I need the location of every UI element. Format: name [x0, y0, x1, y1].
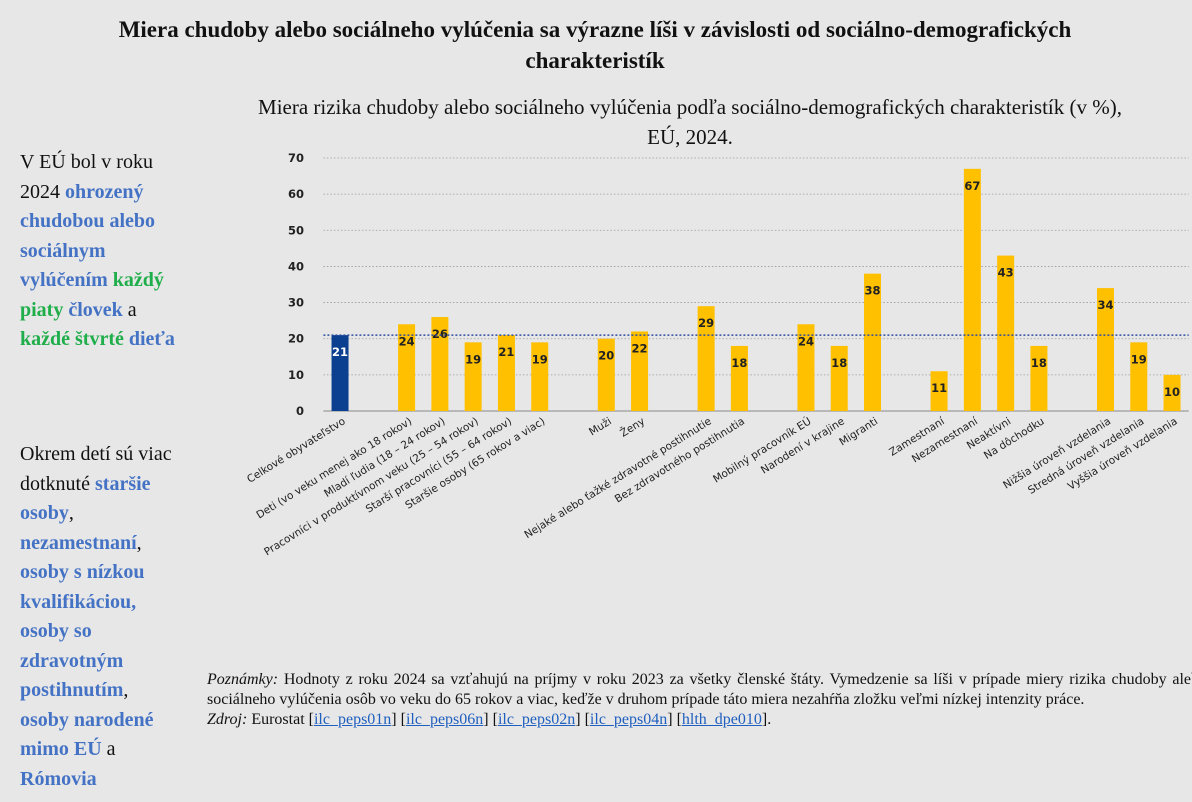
bracket: [ilc_peps04n]: [584, 711, 673, 728]
bar: [730, 345, 748, 411]
bar: [997, 255, 1015, 411]
bar: [697, 306, 715, 411]
text: osoby narodené mimo EÚ: [20, 708, 154, 761]
source-link[interactable]: ilc_peps02n: [497, 711, 576, 728]
bar: [631, 331, 649, 411]
bar: [331, 335, 349, 411]
source-line: Zdroj: Eurostat [ilc_peps01n] [ilc_peps0…: [207, 710, 1192, 730]
y-tick-label: 60: [288, 187, 304, 201]
text: ,: [136, 531, 142, 554]
y-tick-label: 30: [288, 296, 304, 310]
bracket: [hlth_dpe010]: [676, 711, 768, 728]
data-label: 29: [698, 316, 714, 330]
text: Okrem detí sú viac dotknuté: [20, 443, 172, 495]
data-label: 10: [1164, 385, 1180, 399]
text: ,: [123, 679, 129, 701]
bar: [597, 338, 615, 411]
note-line: Poznámky: Hodnoty z roku 2024 sa vzťahuj…: [207, 670, 1192, 710]
sidebar-paragraph: Okrem detí sú viac dotknuté staršie osob…: [20, 440, 180, 794]
bar: [497, 335, 515, 411]
data-label: 18: [731, 356, 747, 370]
source-link[interactable]: hlth_dpe010: [681, 711, 762, 728]
bar: [531, 342, 549, 411]
y-tick-label: 0: [296, 404, 304, 418]
text: osoby s nízkou kvalifikáciou,: [20, 561, 145, 613]
text: nezamestnaní: [20, 531, 137, 554]
source-text: Eurostat: [247, 711, 309, 728]
bar: [1130, 342, 1148, 411]
text: každé: [20, 328, 70, 350]
bar: [797, 324, 815, 411]
bar: [1163, 374, 1181, 411]
data-label: 18: [831, 356, 847, 370]
y-tick-label: 40: [288, 259, 304, 273]
text: a: [101, 738, 116, 760]
bar: [1096, 288, 1114, 411]
text: ohrozený chudobou alebo sociálnym vylúče…: [20, 180, 156, 292]
data-label: 43: [998, 266, 1014, 280]
bar: [963, 168, 981, 411]
page-title: Miera chudoby alebo sociálneho vylúčenia…: [118, 17, 1072, 73]
text: ,: [68, 502, 74, 524]
y-tick-label: 20: [288, 332, 304, 346]
data-label: 21: [332, 345, 348, 359]
source-link[interactable]: ilc_peps06n: [405, 711, 484, 728]
data-label: 22: [632, 341, 648, 355]
note-text: Hodnoty z roku 2024 sa vzťahujú na príjm…: [207, 671, 1192, 708]
data-label: 20: [598, 349, 614, 363]
bar: [464, 342, 482, 411]
data-label: 18: [1031, 356, 1047, 370]
source-label: Zdroj:: [207, 711, 248, 728]
text: dieťa: [128, 328, 175, 350]
data-label: 19: [532, 352, 548, 366]
bracket: [ilc_peps01n]: [308, 711, 397, 728]
text: a: [122, 298, 137, 321]
text: človek: [68, 298, 123, 321]
chart-title: Miera rizika chudoby alebo sociálneho vy…: [258, 95, 1122, 149]
data-label: 67: [964, 179, 980, 193]
notes: Poznámky: Hodnoty z roku 2024 sa vzťahuj…: [207, 670, 1192, 730]
text: štvrté: [75, 328, 124, 350]
data-label: 26: [432, 327, 448, 341]
bar: [930, 371, 948, 411]
y-tick-label: 10: [288, 368, 304, 382]
x-tick-label: Ženy: [618, 415, 647, 440]
data-label: 19: [1131, 352, 1147, 366]
data-label: 34: [1097, 298, 1113, 312]
x-tick-label: Muži: [587, 415, 614, 438]
y-tick-label: 70: [288, 151, 304, 165]
bar: [830, 345, 848, 411]
source-link[interactable]: ilc_peps01n: [313, 711, 392, 728]
sidebar-paragraph: V EÚ bol v roku 2024 ohrozený chudobou a…: [20, 148, 180, 355]
data-label: 21: [498, 345, 514, 359]
y-tick-label: 50: [288, 223, 304, 237]
bar: [864, 273, 882, 411]
note-label: Poznámky:: [207, 671, 279, 688]
text: V EÚ bol v roku 2024: [20, 151, 153, 203]
data-label: 19: [465, 352, 481, 366]
data-label: 24: [399, 334, 415, 348]
bar: [398, 324, 416, 411]
source-link[interactable]: ilc_peps04n: [589, 711, 668, 728]
text: každý piaty: [20, 269, 164, 321]
data-label: 24: [798, 334, 814, 348]
text: Rómovia: [20, 767, 97, 790]
text: osoby so zdravotným postihnutím: [20, 620, 124, 701]
source-end: .: [767, 711, 772, 728]
bracket: [ilc_peps02n]: [492, 711, 581, 728]
x-tick-label: Migranti: [837, 415, 880, 448]
bar: [1030, 345, 1048, 411]
bar: [431, 317, 449, 411]
text: staršie osoby: [20, 472, 151, 525]
data-label: 11: [931, 381, 947, 395]
bracket: [ilc_peps06n]: [400, 711, 489, 728]
data-label: 38: [865, 284, 881, 298]
x-tick-label: Nejaké alebo ťažké zdravotné postihnutie: [522, 415, 713, 541]
links: [ilc_peps01n] [ilc_peps06n] [ilc_peps02n…: [309, 711, 768, 728]
